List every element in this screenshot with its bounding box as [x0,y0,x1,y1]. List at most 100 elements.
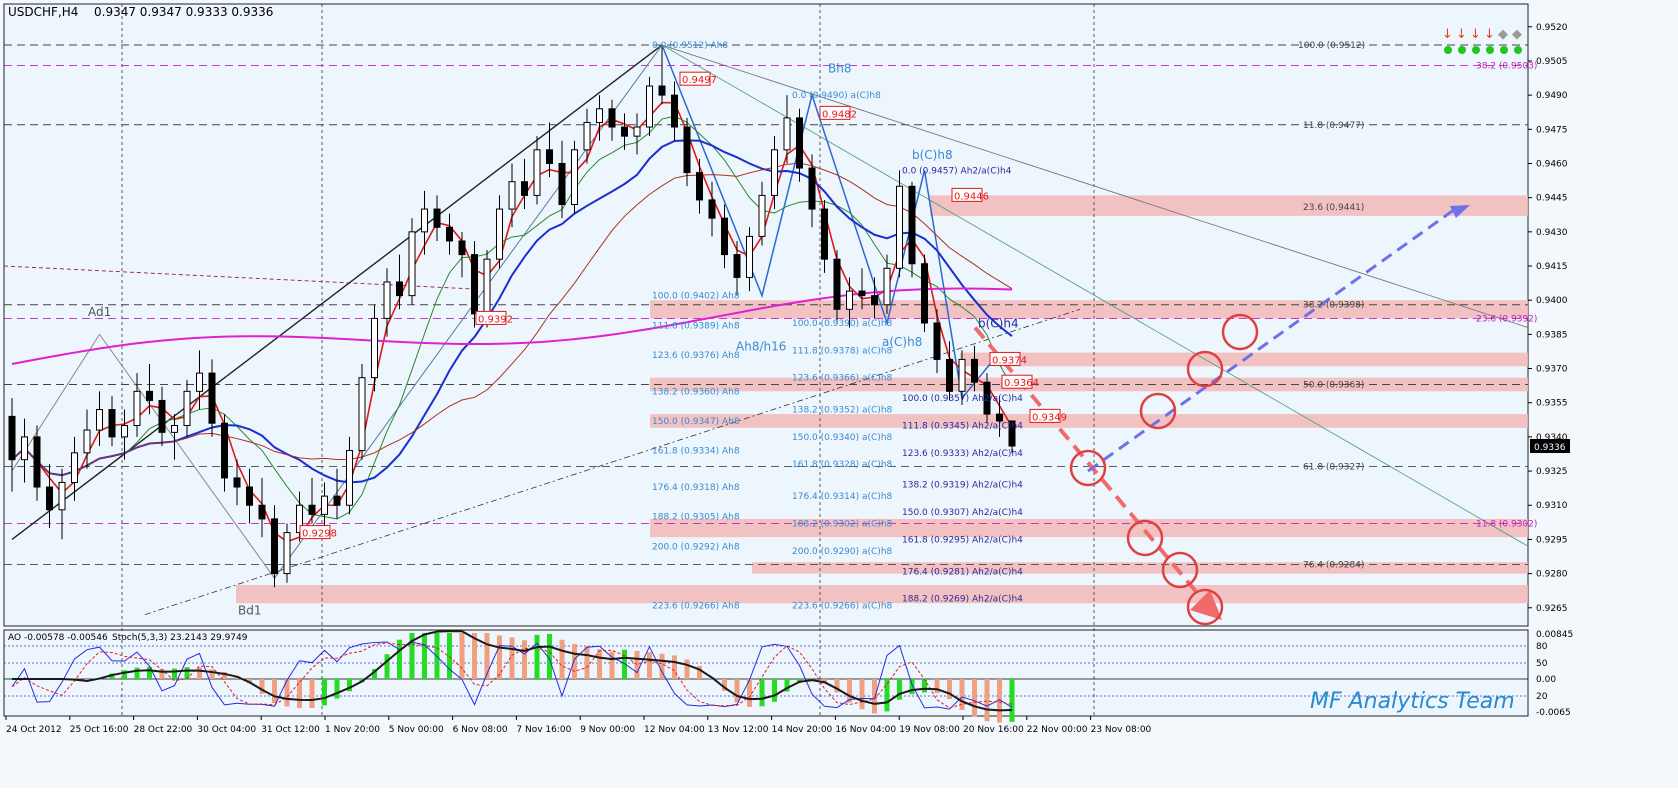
fib-label-far: 38.2 (0.9398) [1303,301,1364,311]
candle-up [96,409,103,431]
ind-tick-label: 20 [1536,692,1548,702]
ao-bar [609,651,615,679]
candle-down [396,281,403,297]
fib-label-ach8: 138.2 (0.9352) a(C)h8 [792,406,893,416]
y-tick-label: 0.9325 [1536,467,1568,477]
fib-label-far: 23.6 (0.9441) [1303,203,1364,213]
wave-label: Ad1 [88,305,111,319]
candle-down [733,254,741,278]
fib-label-far: 23.6 (0.9392) [1476,314,1537,324]
fib-label-ah2: 0.0 (0.9457) Ah2/a(C)h4 [902,166,1012,176]
ao-bar [1009,679,1015,722]
target-zone [236,584,1528,604]
ao-bar [684,659,690,679]
candle-up [846,290,853,310]
ao-bar [859,679,865,710]
candle-down [446,226,453,242]
x-tick-label: 30 Oct 04:00 [197,725,256,735]
ohlc-readout: 0.9347 0.9347 0.9333 0.9336 [94,5,273,19]
y-tick-label: 0.9460 [1536,159,1568,169]
candle-up [771,149,778,196]
candle-down [46,486,53,511]
x-tick-label: 23 Nov 08:00 [1091,725,1152,735]
fib-label-ah8: 223.6 (0.9266) Ah8 [652,601,740,611]
x-tick-label: 12 Nov 04:00 [644,725,705,735]
y-tick-label: 0.9310 [1536,501,1568,511]
ao-bar [559,639,565,679]
target-circle [1221,313,1259,351]
ao-bar [172,668,177,679]
candle-down [808,167,816,210]
ao-bar [597,649,602,679]
stoch-d-line [11,642,1013,709]
x-tick-label: 28 Oct 22:00 [134,725,193,735]
target-circle [1161,551,1199,589]
level-line [3,265,471,290]
candle-down [971,358,978,383]
fib-label-far: 11.8 (0.9302) [1476,519,1537,529]
target-zone [752,562,1528,574]
ao-bar [647,652,652,679]
ao-bar [509,637,515,679]
fib-label-ach8: 223.6 (0.9266) a(C)h8 [792,601,893,611]
stoch-k-line [11,641,1013,710]
ao-bar [697,665,702,679]
ao-bar [997,679,1002,723]
candle-down [521,181,528,196]
ao-bar [447,633,452,679]
candle-up [283,532,291,575]
ao-bar [922,679,927,693]
watermark: MF Analytics Team [1310,689,1515,714]
trend-line [661,44,1529,328]
y-tick-label: 0.9475 [1536,125,1568,135]
signal-arrows: ↓ ↓ ↓ ↓ ◆ ◆ [1442,27,1522,42]
y-tick-label: 0.9265 [1536,604,1568,614]
fib-label-ah8: 176.4 (0.9318) Ah8 [652,483,740,493]
y-tick-label: 0.9280 [1536,570,1568,580]
candle-up [421,208,428,233]
target-circle [1186,588,1224,626]
target-circle [1186,350,1224,388]
fib-label-ah2: 161.8 (0.9295) Ah2/a(C)h4 [902,535,1023,545]
candle-down [271,518,278,575]
candle-up [483,258,491,315]
candle-up [958,358,966,392]
fib-label-far: 61.8 (0.9327) [1303,463,1364,473]
x-tick-label: 6 Nov 08:00 [453,725,508,735]
candle-down [721,217,728,256]
candle-down [608,108,616,128]
y-tick-label: 0.9520 [1536,23,1568,33]
y-tick-label: 0.9340 [1536,433,1568,443]
ao-bar [209,669,215,679]
trend-line [144,308,1081,615]
candle-up [321,495,328,515]
candle-down [708,199,716,219]
candle-down [621,126,628,137]
candle-down [996,413,1003,422]
fib-label-ah2: 138.2 (0.9319) Ah2/a(C)h4 [902,481,1023,491]
ao-bar [309,679,315,709]
ao-bar [259,679,265,694]
down-arrow-icon: ↓ [1456,27,1467,42]
ao-bar [947,679,952,700]
ma-green-line [11,115,1013,520]
ao-bar [872,679,877,714]
price-marker-label: 0.9482 [822,109,857,120]
candle-down [146,390,153,401]
fib-label-ach8: 111.8 (0.9378) a(C)h8 [792,346,893,356]
candle-down [696,172,703,201]
y-tick-label: 0.9415 [1536,262,1568,272]
candle-down [208,372,216,424]
candle-up [533,149,541,196]
ind-tick-label: 0.00845 [1536,630,1573,640]
fib-label-ah2: 123.6 (0.9333) Ah2/a(C)h4 [902,449,1023,459]
candle-up [583,121,591,151]
ao-bar [759,679,765,707]
x-tick-label: 16 Nov 04:00 [835,725,896,735]
ao-bar [547,634,552,679]
diamond-icon: ◆ [1498,27,1508,42]
target-circle [1126,519,1164,557]
x-tick-label: 20 Nov 16:00 [963,725,1024,735]
